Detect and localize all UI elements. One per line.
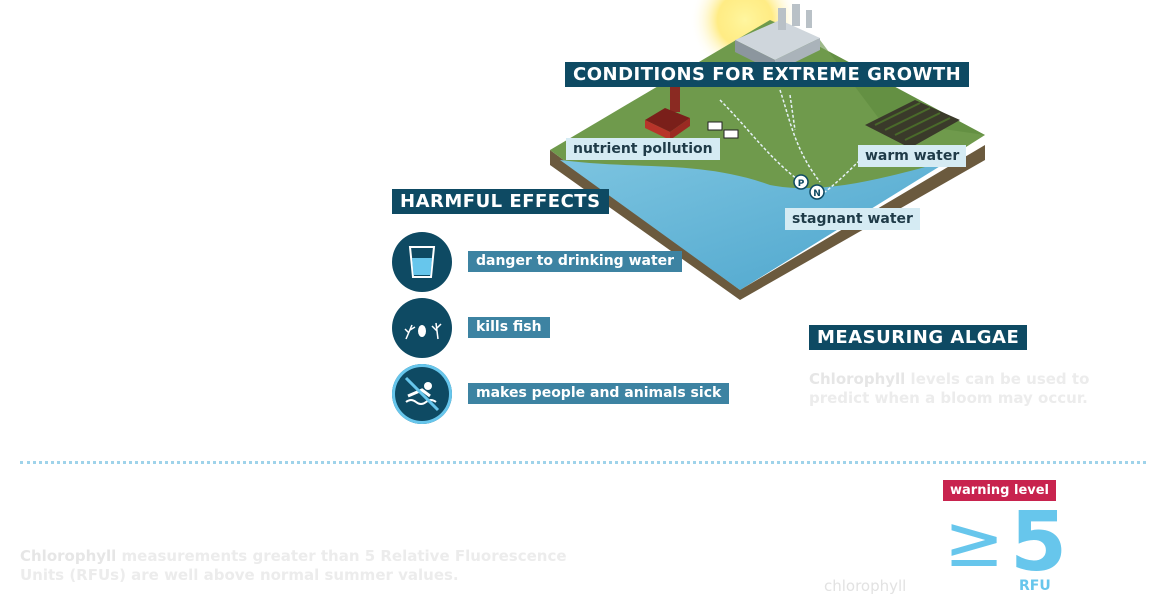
landscape-illustration: P N: [550, 0, 985, 300]
rfu-unit-label: RFU: [1019, 578, 1051, 594]
warm-water-label: warm water: [858, 145, 967, 167]
nitrogen-label: N: [813, 189, 821, 199]
measuring-desc-bold: Chlorophyll: [809, 370, 906, 388]
section-divider: [20, 461, 1146, 464]
footer-desc-bold: Chlorophyll: [20, 547, 117, 565]
crop-field: [865, 100, 960, 148]
footer-desc-rest: measurements greater than 5 Relative Flu…: [20, 547, 567, 584]
harmful-effects-title: HARMFUL EFFECTS: [392, 189, 609, 214]
warning-level-badge: warning level: [943, 480, 1057, 501]
stagnant-water-label: stagnant water: [785, 208, 920, 230]
dead-fish-plants-icon: [392, 298, 452, 358]
rfu-threshold-value: 5: [1010, 495, 1068, 590]
nitrogen-marker: [809, 184, 825, 200]
footer-description: Chlorophyll measurements greater than 5 …: [20, 547, 580, 585]
no-swimming-icon: [392, 364, 452, 424]
measuring-description: Chlorophyll levels can be used to predic…: [809, 370, 1099, 408]
phosphorus-label: P: [798, 179, 805, 189]
nutrient-pollution-label: nutrient pollution: [566, 138, 720, 160]
effect-label-makes-sick: makes people and animals sick: [468, 383, 730, 404]
greater-equal-symbol: ≥: [944, 499, 1005, 583]
lake: [560, 160, 950, 290]
effect-label-kills-fish: kills fish: [468, 317, 550, 338]
measuring-algae-title: MEASURING ALGAE: [809, 325, 1028, 350]
barn: [645, 82, 690, 140]
phosphorus-marker: [793, 174, 809, 190]
chlorophyll-label: chlorophyll: [824, 577, 907, 595]
drinking-glass-icon: [392, 232, 452, 292]
effect-label-drinking-water: danger to drinking water: [468, 251, 683, 272]
conditions-title: CONDITIONS FOR EXTREME GROWTH: [565, 62, 970, 87]
measuring-desc-rest: levels can be used to predict when a blo…: [809, 370, 1090, 407]
cows: [707, 121, 739, 139]
ground-side: [550, 145, 985, 300]
